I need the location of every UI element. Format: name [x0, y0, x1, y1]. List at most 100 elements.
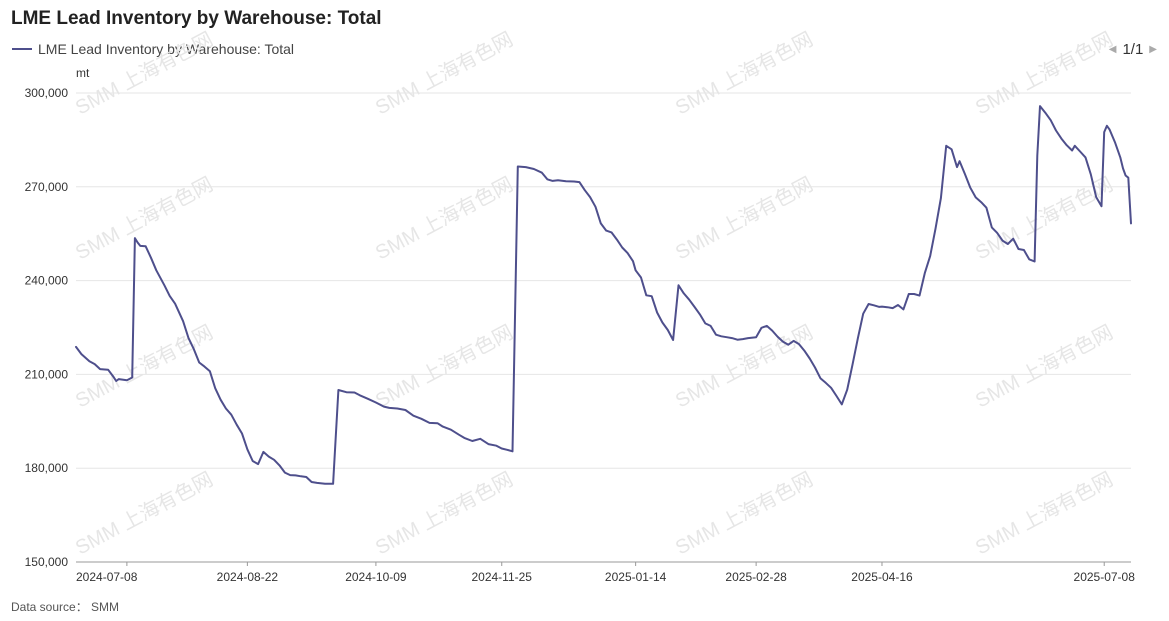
data-point[interactable]	[1064, 142, 1070, 148]
data-point[interactable]	[207, 368, 213, 374]
data-point[interactable]	[544, 176, 550, 182]
data-point[interactable]	[180, 318, 186, 324]
data-point[interactable]	[670, 337, 676, 343]
data-point[interactable]	[1128, 220, 1134, 226]
data-point[interactable]	[271, 457, 277, 463]
data-point[interactable]	[983, 205, 989, 211]
data-point[interactable]	[335, 387, 341, 393]
data-point[interactable]	[994, 230, 1000, 236]
data-point[interactable]	[563, 178, 569, 184]
data-point[interactable]	[729, 335, 735, 341]
data-point[interactable]	[796, 341, 802, 347]
data-point[interactable]	[1072, 143, 1078, 149]
data-point[interactable]	[676, 282, 682, 288]
data-point[interactable]	[343, 389, 349, 395]
data-point[interactable]	[638, 275, 644, 281]
data-point[interactable]	[477, 436, 483, 442]
data-point[interactable]	[900, 306, 906, 312]
data-point[interactable]	[373, 400, 379, 406]
data-point[interactable]	[381, 404, 387, 410]
data-point[interactable]	[654, 310, 660, 316]
data-point[interactable]	[153, 267, 159, 273]
data-point[interactable]	[352, 390, 358, 396]
data-point[interactable]	[314, 480, 320, 486]
data-point[interactable]	[539, 170, 545, 176]
data-point[interactable]	[791, 338, 797, 344]
data-point[interactable]	[167, 293, 173, 299]
data-point[interactable]	[973, 194, 979, 200]
data-point[interactable]	[860, 311, 866, 317]
data-point[interactable]	[866, 301, 872, 307]
data-point[interactable]	[884, 304, 890, 310]
data-point[interactable]	[812, 365, 818, 371]
data-point[interactable]	[817, 375, 823, 381]
data-point[interactable]	[598, 220, 604, 226]
data-point[interactable]	[807, 356, 813, 362]
data-point[interactable]	[828, 385, 834, 391]
data-point[interactable]	[410, 413, 416, 419]
data-point[interactable]	[697, 311, 703, 317]
data-point[interactable]	[702, 320, 708, 326]
data-point[interactable]	[708, 323, 714, 329]
data-point[interactable]	[1037, 103, 1043, 109]
data-point[interactable]	[681, 290, 687, 296]
data-point[interactable]	[330, 481, 336, 487]
data-point[interactable]	[143, 243, 149, 249]
data-point[interactable]	[461, 435, 467, 441]
data-point[interactable]	[649, 293, 655, 299]
data-point[interactable]	[949, 146, 955, 152]
data-point[interactable]	[943, 143, 949, 149]
data-point[interactable]	[1032, 259, 1038, 265]
data-point[interactable]	[309, 479, 315, 485]
data-point[interactable]	[759, 325, 765, 331]
data-point[interactable]	[571, 179, 577, 185]
data-point[interactable]	[922, 270, 928, 276]
legend[interactable]: LME Lead Inventory by Warehouse: Total	[12, 41, 294, 57]
data-point[interactable]	[223, 406, 229, 412]
data-point[interactable]	[124, 377, 130, 383]
data-point[interactable]	[609, 229, 615, 235]
data-point[interactable]	[659, 320, 665, 326]
data-point[interactable]	[1016, 246, 1022, 252]
data-point[interactable]	[1053, 128, 1059, 134]
data-point[interactable]	[895, 302, 901, 308]
data-point[interactable]	[255, 461, 261, 467]
data-point[interactable]	[625, 250, 631, 256]
data-point[interactable]	[734, 337, 740, 343]
data-point[interactable]	[172, 301, 178, 307]
data-point[interactable]	[510, 448, 516, 454]
data-point[interactable]	[938, 195, 944, 201]
data-point[interactable]	[427, 420, 433, 426]
data-point[interactable]	[665, 327, 671, 333]
data-point[interactable]	[1083, 154, 1089, 160]
data-point[interactable]	[357, 392, 363, 398]
data-point[interactable]	[440, 424, 446, 430]
data-point[interactable]	[614, 237, 620, 243]
data-point[interactable]	[234, 422, 240, 428]
data-point[interactable]	[927, 253, 933, 259]
data-point[interactable]	[277, 462, 283, 468]
series-line[interactable]	[75, 105, 1132, 485]
data-point[interactable]	[713, 332, 719, 338]
data-point[interactable]	[1088, 171, 1094, 177]
data-point[interactable]	[78, 351, 84, 357]
data-point[interactable]	[456, 432, 462, 438]
data-point[interactable]	[298, 473, 304, 479]
data-point[interactable]	[1120, 165, 1126, 171]
data-point[interactable]	[692, 304, 698, 310]
data-point[interactable]	[555, 177, 561, 183]
data-point[interactable]	[911, 291, 917, 297]
data-point[interactable]	[322, 481, 328, 487]
data-point[interactable]	[855, 335, 861, 341]
data-point[interactable]	[365, 396, 371, 402]
data-point[interactable]	[1000, 238, 1006, 244]
data-point[interactable]	[1042, 110, 1048, 116]
data-point[interactable]	[989, 224, 995, 230]
data-point[interactable]	[485, 441, 491, 447]
data-point[interactable]	[630, 258, 636, 264]
data-point[interactable]	[129, 375, 135, 381]
data-point[interactable]	[954, 164, 960, 170]
data-point[interactable]	[753, 334, 759, 340]
data-point[interactable]	[785, 342, 791, 348]
